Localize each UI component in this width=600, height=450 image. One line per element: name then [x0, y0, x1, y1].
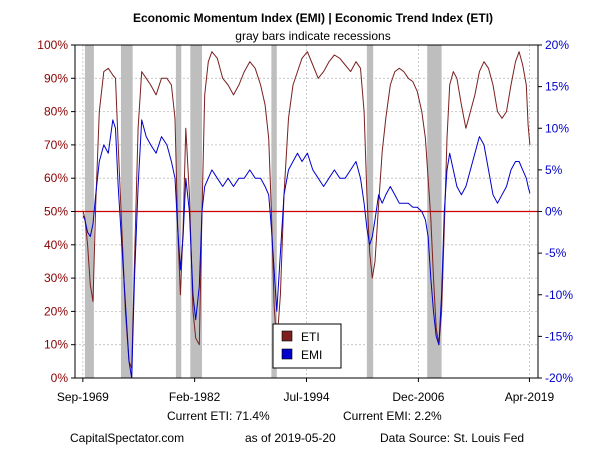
y-right-tick-label-3: -5%	[545, 246, 567, 260]
y-left-tick-label-10: 100%	[37, 38, 68, 52]
legend-label-emi: EMI	[301, 348, 322, 362]
y-left-tick-label-2: 20%	[44, 304, 68, 318]
y-right-tick-label-8: 20%	[545, 38, 569, 52]
y-right-tick-label-4: 0%	[545, 205, 563, 219]
y-left-tick-label-4: 40%	[44, 238, 68, 252]
x-tick-label-3: Dec-2006	[392, 390, 444, 404]
series-lines	[82, 51, 531, 379]
data-source: Data Source: St. Louis Fed	[380, 431, 524, 445]
current-eti-readout: Current ETI: 71.4%	[167, 409, 270, 423]
y-right-tick-label-7: 15%	[545, 80, 569, 94]
x-tick-label-2: Jul-1994	[283, 390, 329, 404]
x-axis: Sep-1969 Feb-1982 Jul-1994 Dec-2006 Apr-2019	[57, 378, 555, 404]
y-right-tick-label-1: -15%	[545, 329, 573, 343]
y-left-tick-label-3: 30%	[44, 271, 68, 285]
y-left-tick-label-1: 10%	[44, 338, 68, 352]
y-right-tick-label-0: -20%	[545, 371, 573, 385]
y-left-tick-label-6: 60%	[44, 171, 68, 185]
legend: ETI EMI	[272, 323, 342, 369]
y-left-tick-label-8: 80%	[44, 105, 68, 119]
legend-swatch-emi	[281, 348, 293, 360]
y-left-tick-label-5: 50%	[44, 205, 68, 219]
chart-subtitle: gray bars indicate recessions	[235, 29, 390, 43]
chart-title: Economic Momentum Index (EMI) | Economic…	[133, 11, 493, 25]
source-site: CapitalSpectator.com	[70, 431, 184, 445]
y-axis-right: -20% -15% -10% -5% 0% 5% 10% 15% 20%	[538, 38, 573, 385]
series-line-emi	[82, 119, 531, 379]
y-right-tick-label-5: 5%	[545, 163, 563, 177]
y-left-tick-label-7: 70%	[44, 138, 68, 152]
legend-swatch-eti	[281, 330, 293, 342]
y-axis-left: 0% 10% 20% 30% 40% 50% 60% 70% 80% 90% 100%	[37, 38, 75, 385]
y-left-tick-label-0: 0%	[51, 371, 69, 385]
x-tick-label-1: Feb-1982	[169, 390, 221, 404]
y-left-tick-label-9: 90%	[44, 71, 68, 85]
series-line-eti	[82, 51, 531, 369]
y-right-tick-label-2: -10%	[545, 288, 573, 302]
legend-label-eti: ETI	[301, 330, 320, 344]
as-of-date: as of 2019-05-20	[245, 431, 336, 445]
current-emi-readout: Current EMI: 2.2%	[343, 409, 442, 423]
grid-lines	[75, 44, 538, 379]
y-right-tick-label-6: 10%	[545, 121, 569, 135]
x-tick-label-4: Apr-2019	[505, 390, 555, 404]
x-tick-label-0: Sep-1969	[57, 390, 109, 404]
